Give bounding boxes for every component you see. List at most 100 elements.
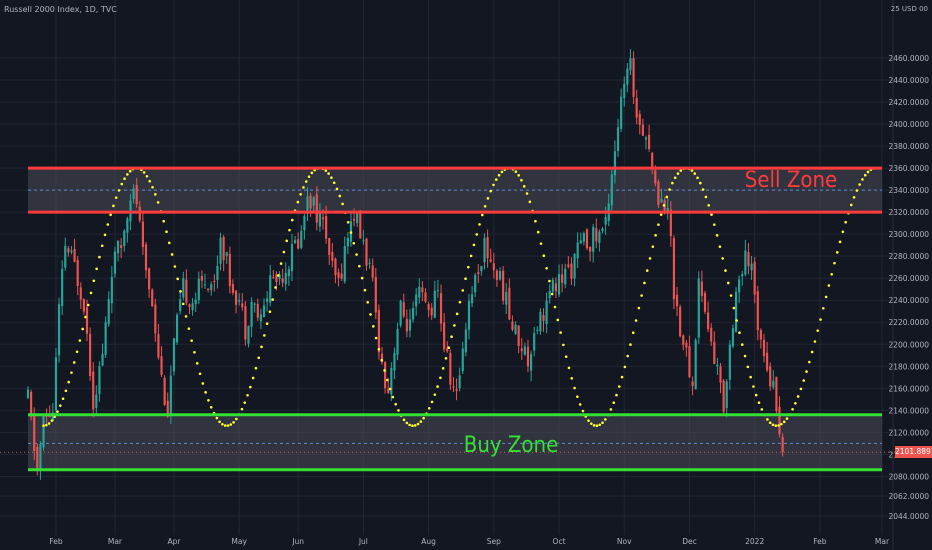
symbol-legend[interactable]: Russell 2000 Index, 1D, TVC (4, 5, 117, 14)
wave-dot (623, 365, 627, 369)
x-tick-label: Feb (49, 537, 63, 546)
candle-body (123, 230, 126, 247)
candle-body (579, 240, 582, 244)
candle-body (300, 230, 303, 248)
candle-body (39, 444, 42, 471)
candle-body (616, 127, 620, 151)
candle-body (523, 346, 526, 355)
candle-body (253, 303, 256, 305)
candle-body (172, 338, 176, 372)
candle-body (76, 259, 79, 286)
wave-dot (780, 422, 783, 426)
y-tick-label: 2200.0000 (888, 340, 929, 349)
wave-dot (726, 281, 730, 285)
candle-body (113, 251, 117, 274)
candle-body (620, 96, 623, 129)
wave-dot (715, 234, 719, 237)
candle-body (33, 414, 36, 451)
wave-dot (461, 289, 465, 292)
wave-dot (176, 277, 179, 281)
wave-dot (209, 405, 213, 409)
y-tick-label: 2140.0000 (888, 406, 929, 415)
candle-body (430, 307, 433, 316)
wave-dot (346, 220, 350, 224)
candle-body (290, 244, 294, 272)
wave-dot (307, 175, 311, 178)
y-tick-label: 2062.0000 (888, 492, 929, 501)
candle-body (514, 324, 517, 334)
candle-body (154, 304, 157, 334)
candle-body (604, 217, 607, 225)
wave-dot (863, 173, 867, 177)
candle-body (598, 231, 601, 243)
wave-dot (534, 219, 537, 223)
wave-dot (754, 393, 758, 397)
candle-body (573, 254, 576, 279)
wave-dot (232, 421, 235, 424)
wave-dot (729, 294, 733, 297)
wave-dot (181, 302, 185, 306)
candle-body (744, 250, 747, 275)
wave-dot (766, 418, 769, 421)
wave-dot (173, 265, 177, 268)
wave-dot (207, 398, 210, 402)
candle-body (576, 242, 579, 259)
wave-dot (573, 386, 576, 390)
candle-body (474, 275, 477, 293)
wave-dot (126, 173, 129, 176)
candle-body (138, 206, 141, 221)
wave-dot (184, 315, 188, 318)
wave-dot (617, 385, 621, 388)
wave-dot (481, 213, 484, 217)
candle-body (312, 197, 315, 206)
x-tick-label: Mar (875, 537, 890, 546)
y-tick-label: 2360.0000 (888, 164, 929, 173)
wave-dot (852, 196, 856, 199)
candle-body (483, 238, 486, 263)
wave-dot (363, 288, 367, 292)
candle-body (418, 286, 421, 298)
wave-dot (201, 382, 205, 385)
wave-dot (380, 358, 384, 362)
wave-dot (366, 301, 370, 304)
wave-dot (458, 300, 462, 304)
candle-body (731, 328, 735, 347)
wave-dot (710, 213, 713, 216)
candle-body (489, 259, 492, 262)
candle-body (458, 375, 461, 388)
wave-dot (332, 181, 336, 185)
wave-dot (492, 183, 495, 187)
wave-dot (631, 331, 635, 335)
wave-dot (542, 254, 546, 258)
candle-body (545, 300, 548, 325)
wave-dot (394, 402, 397, 406)
candle-body (505, 291, 508, 305)
wave-dot (679, 169, 683, 172)
wave-dot (514, 170, 518, 173)
y-tick-label: 2460.0000 (888, 54, 929, 63)
candle-body (697, 278, 700, 338)
candle-body (495, 270, 499, 280)
candle-body (116, 240, 120, 254)
wave-dot (215, 416, 219, 420)
candle-body (641, 124, 644, 136)
wave-dot (335, 187, 339, 191)
wave-dot (539, 242, 543, 245)
wave-dot (777, 424, 780, 427)
wave-dot (732, 306, 736, 310)
candle-body (470, 294, 474, 304)
currency-label[interactable]: 25 USD 00 (890, 5, 928, 13)
y-tick-label: 2080.0000 (888, 472, 929, 481)
wave-dot (229, 423, 233, 426)
candle-body (648, 134, 651, 149)
wave-dot (657, 223, 660, 226)
candle-body (781, 437, 784, 453)
wave-dot (626, 354, 629, 358)
wave-dot (581, 409, 585, 413)
wave-dot (265, 322, 269, 325)
wave-dot (341, 202, 344, 206)
candle-body (582, 233, 585, 242)
candle-body (213, 280, 216, 282)
wave-dot (397, 409, 400, 412)
